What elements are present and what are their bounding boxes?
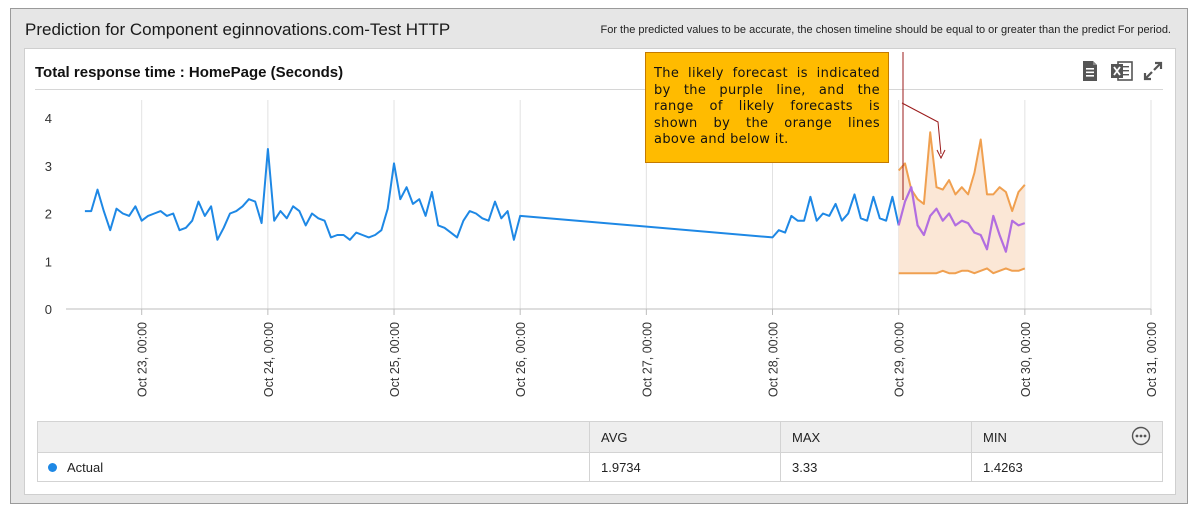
y-tick-label: 0	[45, 302, 52, 317]
actual-series-line	[84, 148, 900, 241]
chart-panel	[24, 48, 1176, 495]
window-title: Prediction for Component eginnovations.c…	[25, 20, 451, 39]
column-header-max: MAX	[792, 430, 821, 445]
actual-min-value: 1.4263	[983, 460, 1023, 475]
x-tick-label: Oct 29, 00:00	[893, 322, 907, 397]
actual-legend-dot	[48, 463, 57, 472]
title-divider	[35, 89, 1163, 90]
column-divider	[780, 422, 781, 481]
x-tick-label: Oct 30, 00:00	[1019, 322, 1033, 397]
forecast-range-band	[898, 132, 1025, 274]
x-tick-label: Oct 25, 00:00	[388, 322, 402, 397]
pdf-document-icon[interactable]	[1081, 60, 1103, 84]
column-header-min: MIN	[983, 430, 1007, 445]
column-divider	[589, 422, 590, 481]
callout-arrow-line	[901, 102, 942, 155]
x-tick-label: Oct 26, 00:00	[514, 322, 528, 397]
excel-export-icon[interactable]	[1110, 60, 1133, 84]
response-time-chart: 0 1 2 3 4 Oct 23, 00:00 Oct 24, 00:00 Oct 25, 0…	[45, 52, 1159, 397]
column-header-avg: AVG	[601, 430, 628, 445]
column-divider	[971, 422, 972, 481]
y-tick-label: 3	[45, 159, 52, 174]
actual-max-value: 3.33	[792, 460, 818, 475]
lower-range-line	[898, 267, 1026, 275]
y-tick-label: 2	[45, 207, 52, 222]
summary-table-header	[38, 422, 1162, 453]
forecast-series-line	[897, 186, 1026, 253]
more-options-icon[interactable]	[1131, 426, 1151, 446]
x-tick-label: Oct 31, 00:00	[1145, 322, 1159, 397]
chart-title: Total response time : HomePage (Seconds)	[35, 64, 344, 81]
y-tick-label: 1	[45, 254, 52, 269]
accuracy-note: For the predicted values to be accurate,…	[600, 24, 1171, 36]
actual-avg-value: 1.9734	[601, 460, 641, 475]
x-tick-label: Oct 24, 00:00	[262, 322, 276, 397]
row-label-actual: Actual	[67, 460, 104, 475]
x-tick-label: Oct 23, 00:00	[136, 322, 150, 397]
y-tick-label: 4	[45, 111, 52, 126]
x-tick-label: Oct 28, 00:00	[767, 322, 781, 397]
forecast-callout: The likely forecast is indicated by the …	[645, 52, 889, 163]
callout-arrow-head	[936, 149, 946, 160]
summary-table: AVG MAX MIN Actual 1.9734 3.33 1.4263	[37, 421, 1163, 482]
expand-icon[interactable]	[1142, 60, 1164, 84]
upper-range-line	[897, 131, 1026, 213]
x-tick-label: Oct 27, 00:00	[640, 322, 654, 397]
